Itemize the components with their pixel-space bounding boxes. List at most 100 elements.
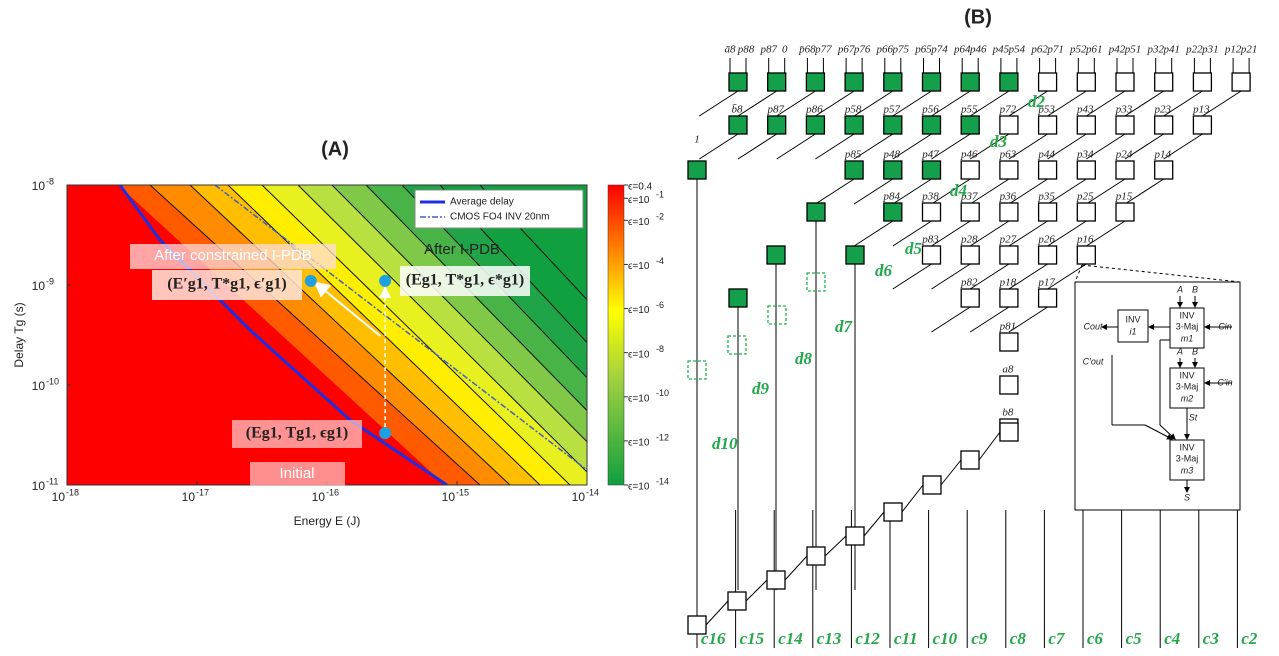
gate [768,73,786,91]
delay-label: d4 [950,181,967,200]
detail-label: INV [1179,442,1194,452]
colorbar-exponent: -6 [656,300,664,310]
gate [923,246,941,264]
detail-label: S [1184,492,1190,502]
input-label: p51 [1124,44,1142,56]
gate [923,476,941,494]
output-label: c6 [1087,629,1104,648]
gate [1000,161,1018,179]
panel-title: (B) [964,6,992,28]
colorbar [608,185,624,485]
output-label: c14 [778,629,803,648]
output-label: c12 [855,629,880,648]
gate [1000,376,1018,394]
detail-label: INV [1125,314,1140,324]
gate-label: p14 [1153,149,1171,161]
gate-label: p18 [999,277,1017,289]
annotation: (E′g1, T*g1, ϵ′g1) [167,276,286,293]
x-tick-label: 10 [312,490,326,504]
input-label: p61 [1085,44,1103,56]
gate [1193,116,1211,134]
input-label: p65 [914,44,932,56]
gate-label: p13 [1192,104,1210,116]
input-label: p32 [1146,44,1164,56]
gate-label: p26 [1037,234,1055,246]
detail-label: C′out [1083,356,1104,366]
gate [1193,73,1211,91]
output-label: c13 [817,629,842,648]
wire [746,580,767,601]
gate [961,246,979,264]
output-label: c11 [894,629,918,648]
y-tick-exponent: -10 [46,376,59,386]
input-label: p71 [1046,44,1064,56]
gate-label: p85 [844,149,862,161]
output-label: c9 [971,629,988,648]
colorbar-exponent: -14 [656,476,669,486]
gate [1039,289,1057,307]
zoom-line [1075,265,1082,282]
gate-label: p43 [1076,104,1094,116]
gate-label: p81 [999,321,1017,333]
wire [941,460,961,485]
delay-label: d5 [905,239,923,258]
output-label: c15 [740,629,765,648]
data-point [379,427,391,439]
gate [884,161,902,179]
annotation: (Eg1, Tg1, ϵg1) [246,425,348,442]
input-label: p21 [1240,44,1258,56]
gate-label: p35 [1037,191,1055,203]
input-label: p77 [814,44,832,56]
input-label: p45 [992,44,1010,56]
legend-label: Average delay [450,197,514,208]
gate-label: p82 [960,277,978,289]
gate-label: p27 [999,234,1017,246]
y-tick-label: 10 [32,179,46,193]
gate-label: p33 [1115,104,1133,116]
wire [738,134,777,159]
gate [1116,161,1134,179]
gate-label: p17 [1037,277,1055,289]
detail-label: C′in [1217,377,1232,387]
detail-label: INV [1179,370,1194,380]
detail-label: 3-Maj [1176,381,1199,391]
gate [846,527,864,545]
gate [1155,116,1173,134]
x-tick-label: 10 [442,490,456,504]
gate [1232,73,1250,91]
delay-label: d10 [712,434,738,453]
gate-label: p34 [1076,149,1094,161]
detail-label: Cout [1083,321,1103,331]
legend: Average delay CMOS FO4 INV 20nm [415,190,583,228]
output-label: c8 [1010,629,1027,648]
output-label: c4 [1164,629,1180,648]
gate [729,73,747,91]
gate [1116,203,1134,221]
colorbar-label: ϵ=10 [628,349,650,360]
delay-label: d8 [795,349,813,368]
gate [961,451,979,469]
colorbar-label: ϵ=0.4 [628,182,653,193]
gate [923,161,941,179]
gate-label: p23 [1153,104,1171,116]
input-label: p22 [1185,44,1203,56]
y-tick-exponent: -11 [46,476,58,486]
gate [845,161,863,179]
detail-label: i1 [1129,326,1136,336]
gate-label: p57 [883,104,901,116]
gate [846,246,864,264]
delay-label: d7 [835,317,854,336]
wire [706,601,728,625]
gate-label: p84 [883,191,901,203]
gate [688,616,706,634]
gate-label: p86 [805,104,823,116]
colorbar-label: ϵ=10 [628,305,650,316]
gate [1039,203,1057,221]
gate [1000,289,1018,307]
x-tick-exponent: -18 [66,487,79,497]
input-label: p42 [1108,44,1126,56]
gate [1039,116,1057,134]
gate-label: a8 [1002,364,1014,376]
gate [806,116,824,134]
gate-label: p38 [921,191,939,203]
